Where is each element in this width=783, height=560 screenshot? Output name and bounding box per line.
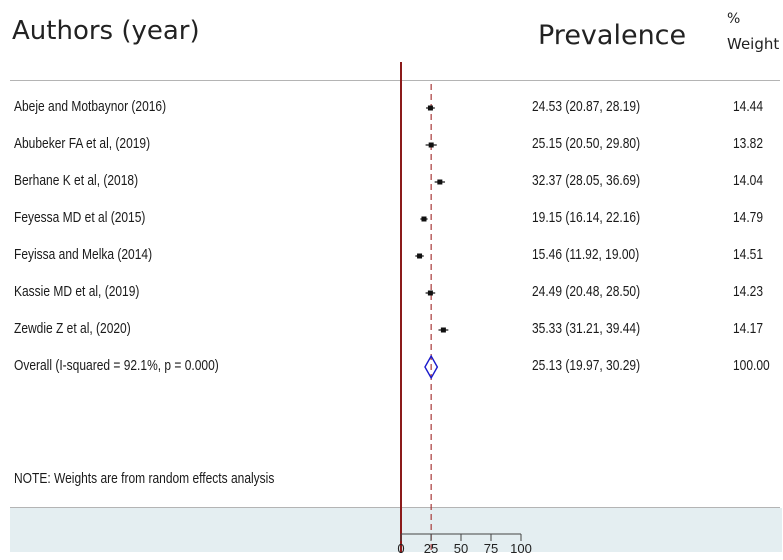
point-marker xyxy=(428,290,433,296)
prevalence-header: Prevalence xyxy=(538,20,687,51)
x-tick-label: 0 xyxy=(397,541,404,556)
study-weight: 14.17 xyxy=(733,320,764,337)
point-marker xyxy=(428,105,433,111)
weight-header: Weight xyxy=(727,35,780,53)
overall-diamond xyxy=(424,354,439,380)
study-label: Abubeker FA et al, (2019) xyxy=(14,135,151,152)
axis-band xyxy=(10,508,782,552)
study-estimate: 25.15 (20.50, 29.80) xyxy=(532,135,641,152)
header-rule xyxy=(10,80,780,81)
study-estimate: 24.49 (20.48, 28.50) xyxy=(532,283,641,300)
study-estimate: 32.37 (28.05, 36.69) xyxy=(532,172,641,189)
study-weight: 14.44 xyxy=(733,98,764,115)
study-weight: 14.04 xyxy=(733,172,764,189)
study-estimate: 15.46 (11.92, 19.00) xyxy=(532,246,640,263)
study-estimate: 24.53 (20.87, 28.19) xyxy=(532,98,641,115)
point-marker xyxy=(437,179,443,185)
study-weight: 13.82 xyxy=(733,135,764,152)
study-weight: 14.23 xyxy=(733,283,764,300)
study-label: Kassie MD et al, (2019) xyxy=(14,283,140,300)
study-weight: 14.51 xyxy=(733,246,764,263)
footer-rule xyxy=(10,507,780,508)
study-weight: 14.79 xyxy=(733,209,764,226)
overall-weight: 100.00 xyxy=(733,357,770,374)
point-marker xyxy=(428,142,434,148)
point-marker xyxy=(421,216,427,222)
x-tick-label: 50 xyxy=(454,541,468,556)
study-label: Zewdie Z et al, (2020) xyxy=(14,320,131,337)
x-tick-label: 100 xyxy=(510,541,532,556)
authors-header: Authors (year) xyxy=(12,16,200,46)
overall-label: Overall (I-squared = 92.1%, p = 0.000) xyxy=(14,357,219,374)
study-estimate: 35.33 (31.21, 39.44) xyxy=(532,320,641,337)
overall-estimate: 25.13 (19.97, 30.29) xyxy=(532,357,641,374)
footnote: NOTE: Weights are from random effects an… xyxy=(14,470,275,487)
weight-percent-header: % xyxy=(727,11,741,27)
point-marker xyxy=(441,327,446,333)
study-label: Berhane K et al, (2018) xyxy=(14,172,139,189)
study-label: Abeje and Motbaynor (2016) xyxy=(14,98,167,115)
x-tick-label: 25 xyxy=(424,541,438,556)
study-label: Feyissa and Melka (2014) xyxy=(14,246,153,263)
x-tick-label: 75 xyxy=(484,541,498,556)
point-marker xyxy=(417,253,422,259)
study-label: Feyessa MD et al (2015) xyxy=(14,209,146,226)
study-estimate: 19.15 (16.14, 22.16) xyxy=(532,209,641,226)
